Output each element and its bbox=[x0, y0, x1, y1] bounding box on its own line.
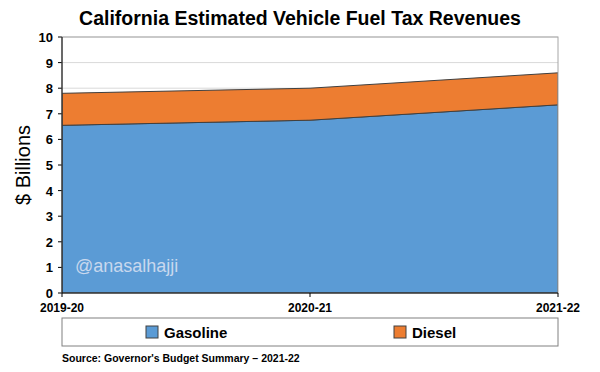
y-tick bbox=[58, 190, 62, 191]
y-tick-label: 6 bbox=[46, 132, 53, 147]
y-axis-label: $ Billions bbox=[12, 125, 34, 205]
y-tick bbox=[58, 293, 62, 294]
legend-label: Diesel bbox=[412, 324, 456, 341]
y-tick-label: 7 bbox=[46, 107, 53, 122]
legend-swatch bbox=[146, 326, 158, 338]
legend-box bbox=[62, 318, 558, 346]
y-tick bbox=[58, 62, 62, 63]
y-axis bbox=[62, 37, 63, 293]
plot-frame bbox=[62, 37, 558, 293]
y-tick bbox=[58, 139, 62, 140]
legend-swatch bbox=[394, 326, 406, 338]
y-tick-label: 0 bbox=[46, 286, 53, 301]
area-gasoline bbox=[62, 105, 558, 293]
y-tick-label: 8 bbox=[46, 81, 53, 96]
y-tick-label: 2 bbox=[46, 235, 53, 250]
grid-line bbox=[62, 62, 558, 63]
y-tick bbox=[58, 88, 62, 89]
x-tick-label: 2020-21 bbox=[288, 301, 332, 315]
y-tick bbox=[58, 165, 62, 166]
watermark: @anasalhajji bbox=[75, 256, 178, 276]
x-tick bbox=[558, 293, 559, 297]
source: Source: Governor's Budget Summary – 2021… bbox=[62, 352, 300, 364]
y-tick-label: 1 bbox=[46, 260, 53, 275]
y-tick-label: 9 bbox=[46, 56, 53, 71]
y-tick-label: 10 bbox=[39, 30, 53, 45]
x-tick bbox=[310, 293, 311, 297]
area-diesel bbox=[62, 73, 558, 125]
y-tick bbox=[58, 241, 62, 242]
y-tick bbox=[58, 267, 62, 268]
y-tick bbox=[58, 113, 62, 114]
x-tick bbox=[62, 293, 63, 297]
y-tick bbox=[58, 216, 62, 217]
x-tick-label: 2019-20 bbox=[40, 301, 84, 315]
legend-label: Gasoline bbox=[164, 324, 227, 341]
y-tick-label: 5 bbox=[46, 158, 53, 173]
plot-marks bbox=[62, 73, 558, 293]
y-tick-label: 3 bbox=[46, 209, 53, 224]
y-tick-label: 4 bbox=[46, 184, 54, 199]
title: California Estimated Vehicle Fuel Tax Re… bbox=[79, 7, 521, 29]
y-tick bbox=[58, 37, 62, 38]
x-tick-label: 2021-22 bbox=[536, 301, 580, 315]
